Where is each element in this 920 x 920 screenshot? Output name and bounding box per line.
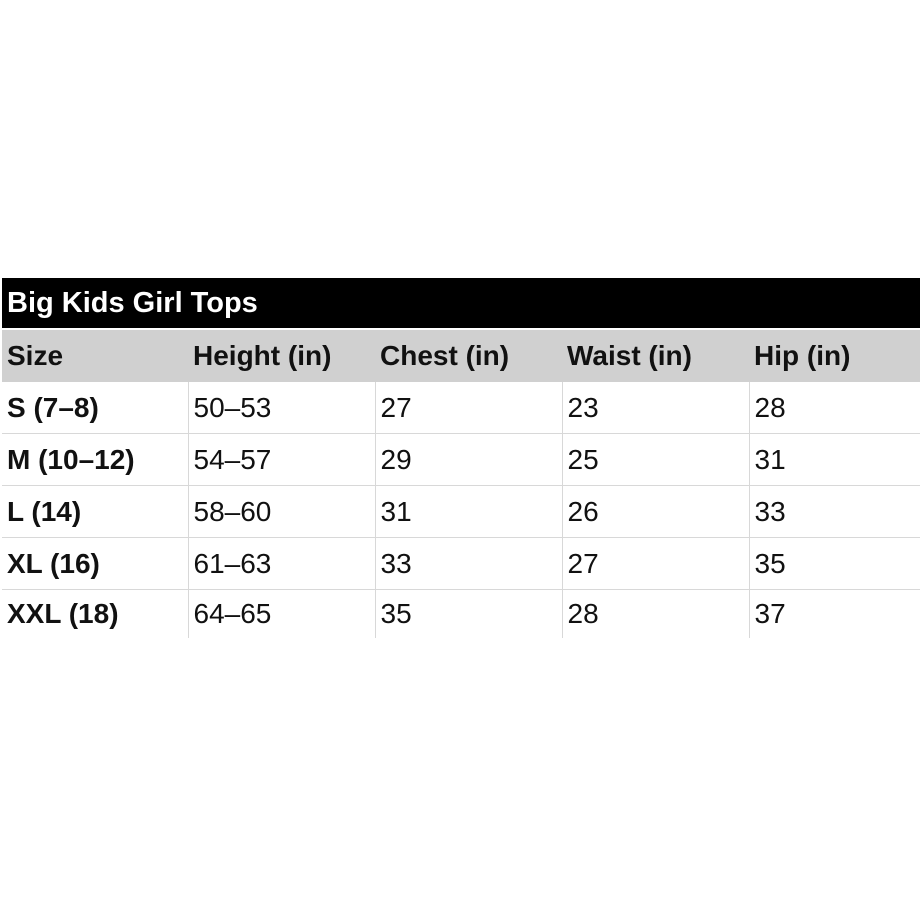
table-row: L (14) 58–60 31 26 33	[2, 485, 920, 538]
measurement-cell: 28	[748, 382, 920, 434]
size-cell: L (14)	[2, 485, 188, 538]
table-row: XXL (18) 64–65 35 28 37	[2, 589, 920, 638]
measurement-cell: 50–53	[187, 382, 375, 434]
measurement-cell: 33	[748, 485, 920, 538]
measurement-cell: 25	[561, 433, 749, 486]
size-cell: XXL (18)	[7, 598, 119, 629]
measurement-cell: 28	[561, 589, 749, 638]
column-header: Waist (in)	[562, 328, 749, 382]
column-header: Size	[2, 328, 188, 382]
table-row: XL (16) 61–63 33 27 35	[2, 537, 920, 590]
size-cell: M (10–12)	[2, 433, 188, 486]
measurement-cell: 31	[374, 485, 562, 538]
measurement-cell: 35	[748, 537, 920, 590]
measurement-cell: 26	[561, 485, 749, 538]
column-header: Hip (in)	[749, 328, 920, 382]
measurement-cell: 27	[374, 382, 562, 434]
header-row: Size Height (in) Chest (in) Waist (in) Hip (…	[2, 328, 920, 382]
measurement-cell: 37	[748, 589, 920, 638]
measurement-cell: 61–63	[187, 537, 375, 590]
measurement-cell: 58–60	[187, 485, 375, 538]
measurement-cell: 27	[561, 537, 749, 590]
measurement-cell: 31	[748, 433, 920, 486]
size-chart: Big Kids Girl Tops Size Height (in) Chest …	[2, 278, 920, 638]
measurement-cell: 35	[374, 589, 562, 638]
table-row: S (7–8) 50–53 27 23 28	[2, 382, 920, 434]
chart-title: Big Kids Girl Tops	[2, 278, 920, 328]
measurement-cell: 23	[561, 382, 749, 434]
size-cell: XL (16)	[2, 537, 188, 590]
size-table: Size Height (in) Chest (in) Waist (in) Hip (…	[2, 328, 920, 638]
measurement-cell: 33	[374, 537, 562, 590]
table-row: M (10–12) 54–57 29 25 31	[2, 433, 920, 486]
measurement-cell: 29	[374, 433, 562, 486]
column-header: Chest (in)	[375, 328, 562, 382]
column-header: Height (in)	[188, 328, 375, 382]
size-cell: S (7–8)	[2, 382, 188, 434]
measurement-cell: 54–57	[187, 433, 375, 486]
measurement-cell: 64–65	[187, 589, 375, 638]
